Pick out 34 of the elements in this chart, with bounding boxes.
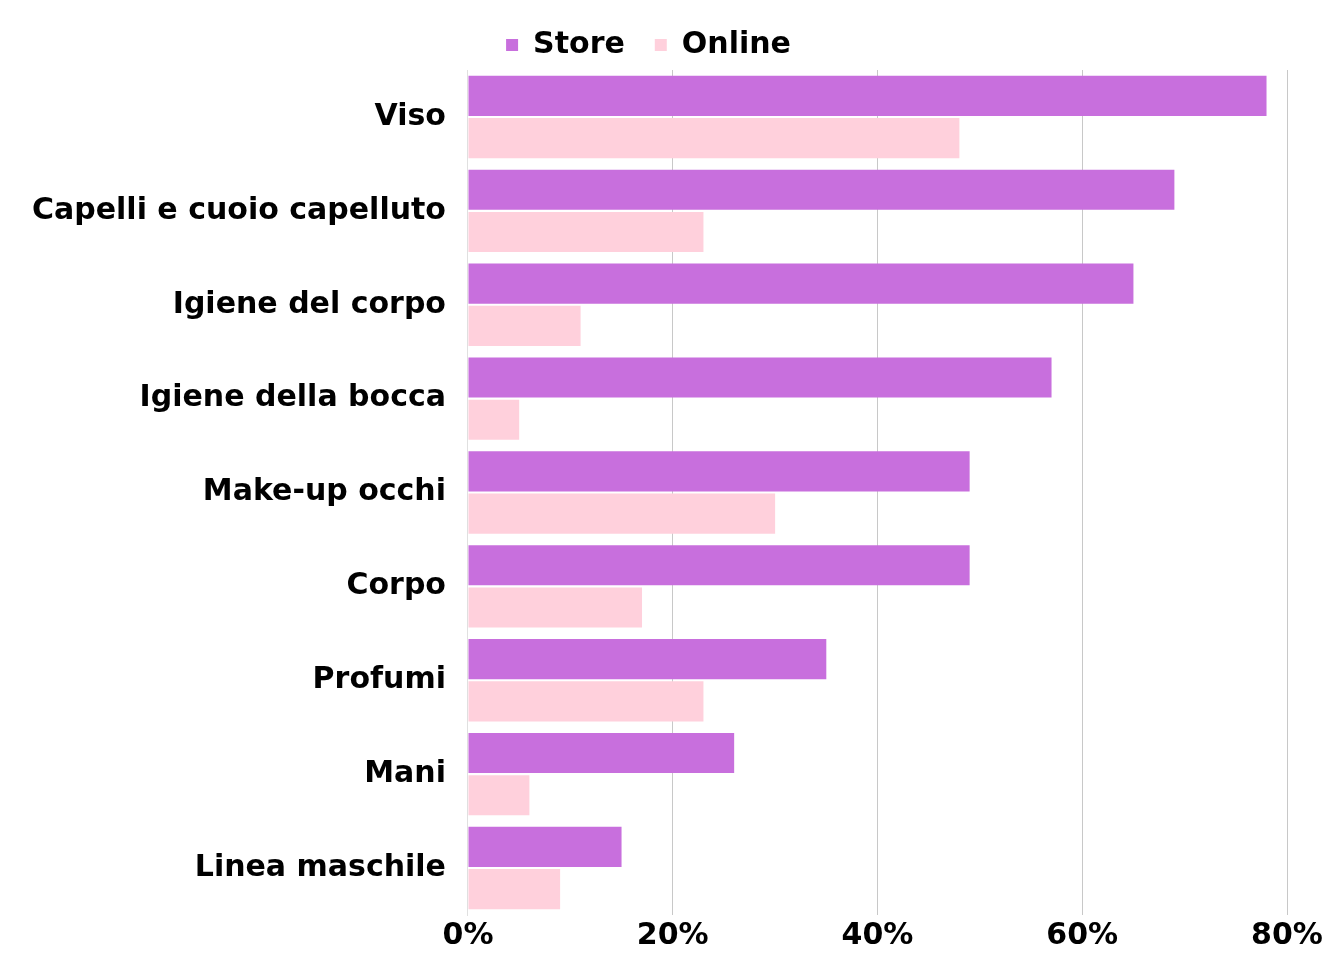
bar (468, 869, 561, 910)
y-tick-label: Profumi (312, 660, 446, 696)
bar (468, 211, 704, 253)
bar (468, 263, 1134, 304)
bar (468, 775, 530, 816)
bar (468, 305, 581, 346)
y-tick-label: Igiene del corpo (172, 284, 446, 320)
bar (468, 451, 970, 492)
bar (468, 75, 1267, 116)
y-tick-label: Mani (364, 753, 446, 789)
x-tick-label: 80% (1251, 915, 1323, 951)
y-tick-label: Viso (374, 96, 446, 132)
x-tick-label: 40% (841, 915, 914, 951)
legend-label: Online (681, 24, 791, 60)
y-tick-label: Igiene della bocca (139, 378, 446, 414)
bar (468, 826, 622, 867)
legend-label: Store (533, 24, 625, 60)
x-tick-label: 0% (442, 915, 494, 951)
y-tick-label: Make-up occhi (202, 472, 446, 508)
bar (468, 493, 776, 534)
bar (468, 118, 960, 159)
bar (468, 639, 827, 680)
y-tick-label: Linea maschile (194, 847, 446, 883)
bar (468, 681, 704, 722)
bar (468, 732, 735, 774)
bar (468, 399, 520, 440)
y-tick-label: Capelli e cuoio capelluto (32, 190, 446, 226)
bar (468, 545, 970, 586)
bar (468, 357, 1052, 398)
y-tick-label: Corpo (346, 566, 446, 602)
x-tick-label: 60% (1046, 915, 1119, 951)
x-tick-label: 20% (636, 915, 709, 951)
bar (468, 169, 1175, 210)
bar (468, 587, 643, 628)
